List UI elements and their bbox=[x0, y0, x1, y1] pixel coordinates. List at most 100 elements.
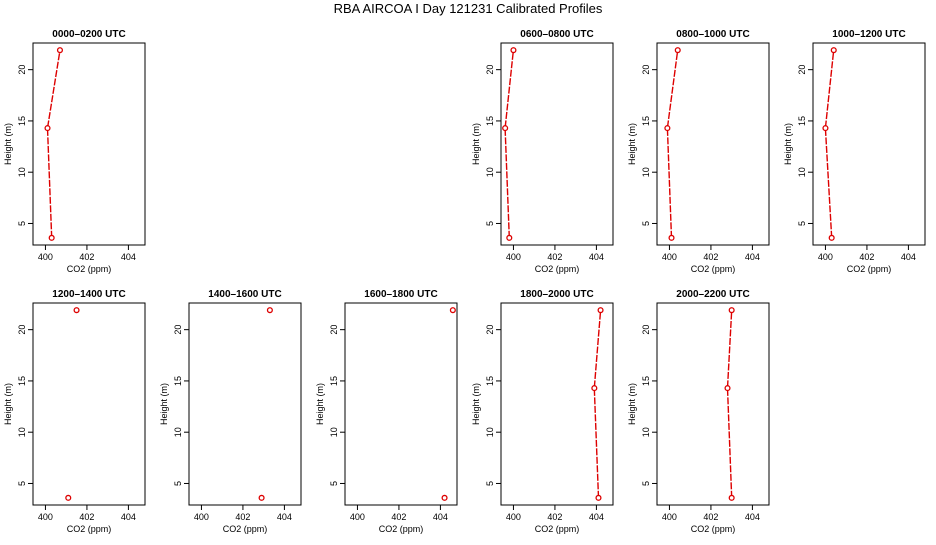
chart-panel: 1800–2000 UTC 400 402 404 5 10 15 20 CO2 (ppm) He… bbox=[471, 289, 614, 534]
chart-panel: 0600–0800 UTC 400 402 404 5 10 15 20 CO2 (ppm) He… bbox=[471, 29, 614, 274]
panel-title: 1600–1800 UTC bbox=[364, 289, 437, 300]
y-axis-label: Height (m) bbox=[471, 123, 481, 165]
page-title: RBA AIRCOA I Day 121231 Calibrated Profi… bbox=[334, 1, 603, 16]
x-tick-label: 404 bbox=[589, 252, 604, 262]
y-tick-label: 15 bbox=[797, 116, 807, 126]
x-tick-label: 400 bbox=[506, 252, 521, 262]
plot-frame bbox=[500, 302, 614, 506]
x-axis-label: CO2 (ppm) bbox=[535, 264, 580, 274]
y-tick-label: 15 bbox=[17, 116, 27, 126]
x-tick-label: 404 bbox=[901, 252, 916, 262]
y-axis-label: Height (m) bbox=[627, 123, 637, 165]
y-axis-label: Height (m) bbox=[315, 383, 325, 425]
chart-panel: 1400–1600 UTC 400 402 404 5 10 15 20 CO2 (ppm) He… bbox=[159, 289, 302, 534]
x-axis-label: CO2 (ppm) bbox=[691, 524, 736, 534]
y-axis-label: Height (m) bbox=[3, 123, 13, 165]
x-tick-label: 400 bbox=[38, 512, 53, 522]
y-tick-label: 15 bbox=[485, 116, 495, 126]
x-tick-label: 402 bbox=[391, 512, 406, 522]
y-tick-label: 15 bbox=[641, 376, 651, 386]
data-point bbox=[56, 47, 64, 54]
x-tick-label: 404 bbox=[745, 252, 760, 262]
data-point bbox=[266, 307, 273, 314]
x-tick-label: 400 bbox=[506, 512, 521, 522]
data-point bbox=[828, 234, 835, 241]
data-point bbox=[591, 385, 598, 392]
x-axis-label: CO2 (ppm) bbox=[379, 524, 424, 534]
y-axis-label: Height (m) bbox=[471, 383, 481, 425]
plot-frame bbox=[344, 302, 458, 506]
panel-title: 2000–2200 UTC bbox=[676, 289, 749, 300]
y-tick-label: 20 bbox=[329, 325, 339, 335]
y-tick-label: 10 bbox=[485, 167, 495, 177]
x-tick-label: 402 bbox=[547, 512, 562, 522]
x-axis-label: CO2 (ppm) bbox=[67, 264, 112, 274]
data-point bbox=[822, 125, 829, 132]
x-tick-label: 400 bbox=[194, 512, 209, 522]
chart-panel: 2000–2200 UTC 400 402 404 5 10 15 20 CO2 (ppm) He… bbox=[627, 289, 770, 534]
y-tick-label: 15 bbox=[641, 116, 651, 126]
chart-panel: 0800–1000 UTC 400 402 404 5 10 15 20 CO2 (ppm) He… bbox=[627, 29, 770, 274]
y-tick-label: 15 bbox=[485, 376, 495, 386]
panel-title: 0800–1000 UTC bbox=[676, 29, 749, 40]
y-tick-label: 20 bbox=[173, 325, 183, 335]
data-point bbox=[664, 125, 671, 132]
x-tick-label: 404 bbox=[121, 252, 136, 262]
series-line bbox=[593, 310, 602, 498]
y-tick-label: 20 bbox=[485, 65, 495, 75]
y-tick-label: 20 bbox=[485, 325, 495, 335]
data-point bbox=[449, 307, 456, 314]
panel-title: 1200–1400 UTC bbox=[52, 289, 125, 300]
data-point bbox=[830, 47, 837, 54]
data-point bbox=[65, 494, 72, 501]
y-tick-label: 5 bbox=[17, 221, 27, 226]
x-tick-label: 400 bbox=[662, 512, 677, 522]
x-tick-label: 402 bbox=[859, 252, 874, 262]
x-tick-label: 404 bbox=[433, 512, 448, 522]
y-tick-label: 10 bbox=[797, 167, 807, 177]
data-point bbox=[668, 234, 675, 241]
panel-title: 0600–0800 UTC bbox=[520, 29, 593, 40]
plot-frame bbox=[32, 42, 146, 246]
x-tick-label: 402 bbox=[235, 512, 250, 522]
x-tick-label: 400 bbox=[38, 252, 53, 262]
data-point bbox=[674, 47, 681, 54]
plot-frame bbox=[500, 42, 614, 246]
series-line bbox=[726, 310, 733, 498]
data-point bbox=[724, 385, 731, 392]
y-tick-label: 5 bbox=[641, 221, 651, 226]
data-point bbox=[728, 307, 735, 314]
y-tick-label: 10 bbox=[641, 167, 651, 177]
y-tick-label: 20 bbox=[797, 65, 807, 75]
y-axis-label: Height (m) bbox=[3, 383, 13, 425]
panel-title: 1800–2000 UTC bbox=[520, 289, 593, 300]
y-tick-label: 20 bbox=[17, 325, 27, 335]
plot-frame bbox=[812, 42, 926, 246]
data-point bbox=[728, 494, 735, 501]
x-tick-label: 400 bbox=[350, 512, 365, 522]
x-tick-label: 402 bbox=[79, 512, 94, 522]
x-axis-label: CO2 (ppm) bbox=[847, 264, 892, 274]
data-point bbox=[73, 307, 80, 314]
x-tick-label: 400 bbox=[818, 252, 833, 262]
y-tick-label: 15 bbox=[17, 376, 27, 386]
chart-panel: 1200–1400 UTC 400 402 404 5 10 15 20 CO2 (ppm) He… bbox=[3, 289, 146, 534]
y-tick-label: 10 bbox=[17, 167, 27, 177]
data-point bbox=[44, 125, 51, 132]
y-axis-label: Height (m) bbox=[627, 383, 637, 425]
x-tick-label: 404 bbox=[121, 512, 136, 522]
data-point bbox=[510, 47, 517, 54]
plot-frame bbox=[656, 42, 770, 246]
y-tick-label: 5 bbox=[17, 481, 27, 486]
chart-panel: 0000–0200 UTC 400 402 404 5 10 15 20 CO2 (ppm) He… bbox=[3, 29, 146, 274]
data-point bbox=[597, 307, 604, 314]
x-tick-label: 402 bbox=[703, 252, 718, 262]
data-point bbox=[506, 234, 513, 241]
y-tick-label: 20 bbox=[17, 65, 27, 75]
x-tick-label: 404 bbox=[277, 512, 292, 522]
plot-frame bbox=[188, 302, 302, 506]
panel-title: 1000–1200 UTC bbox=[832, 29, 905, 40]
y-tick-label: 10 bbox=[329, 427, 339, 437]
